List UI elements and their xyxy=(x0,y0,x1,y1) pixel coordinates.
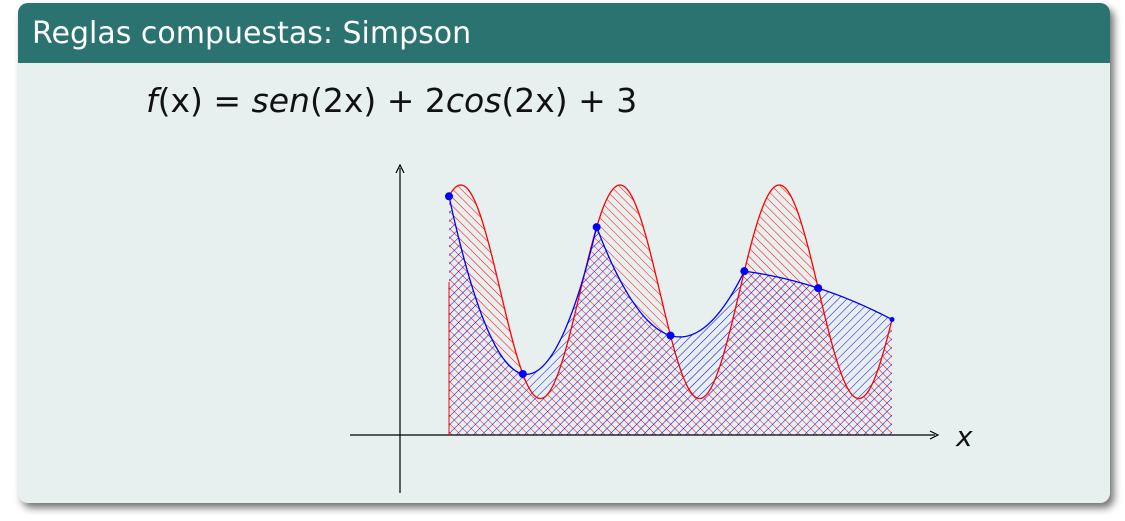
simpson-node xyxy=(814,284,823,293)
simpson-node xyxy=(518,369,527,378)
formula-sen: sen xyxy=(251,81,310,120)
formula-cos: cos xyxy=(445,81,502,120)
function-formula: f(x) = sen(2x) + 2cos(2x) + 3 xyxy=(146,81,637,120)
formula-f: f xyxy=(146,81,158,120)
block-title: Reglas compuestas: Simpson xyxy=(32,16,472,51)
x-axis-label: x xyxy=(955,420,973,453)
simpson-node xyxy=(889,316,895,322)
blue-hatch-area xyxy=(449,196,892,435)
formula-arg: (x) = xyxy=(157,81,252,120)
simpson-node xyxy=(666,331,675,340)
simpson-node xyxy=(445,192,453,201)
simpson-node xyxy=(592,223,601,232)
simpson-node xyxy=(740,267,749,276)
formula-part4: (2x) + 3 xyxy=(501,81,638,120)
y-axis-arrow xyxy=(395,163,405,174)
x-axis-arrow xyxy=(929,430,940,440)
block-header: Reglas compuestas: Simpson xyxy=(18,3,1110,63)
formula-part2: (2x) + 2 xyxy=(309,81,446,120)
